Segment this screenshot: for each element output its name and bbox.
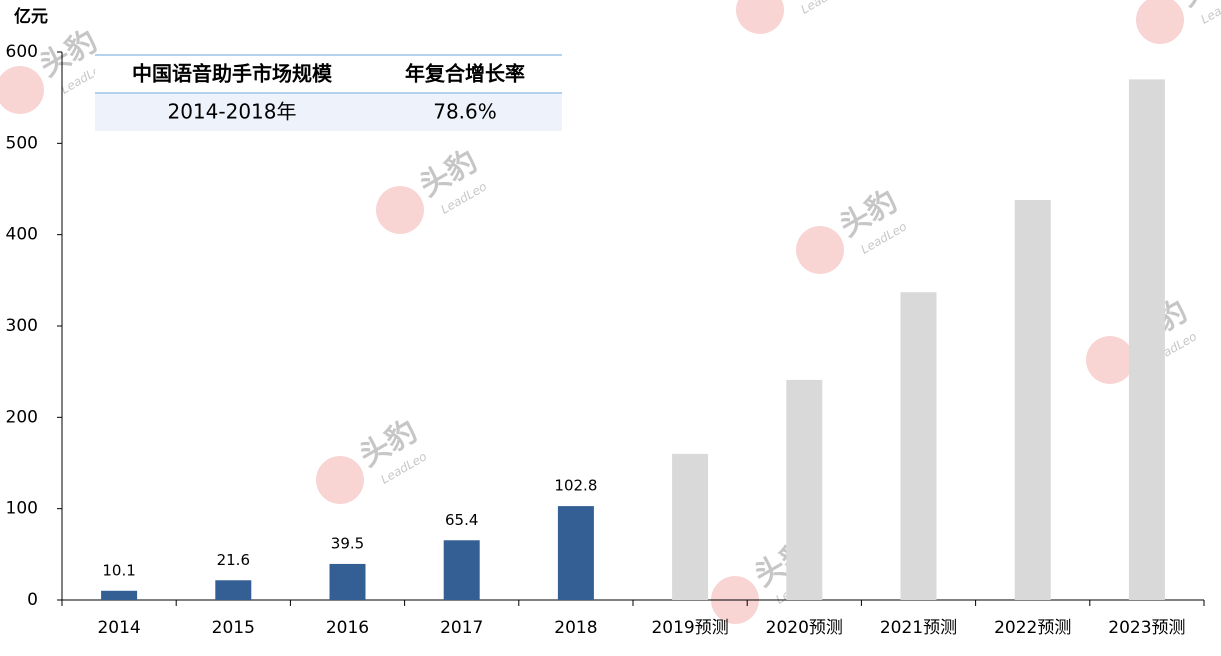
bar <box>443 540 480 600</box>
table-row-bg <box>95 93 562 131</box>
table-cell: 2014-2018年 <box>167 100 296 124</box>
table-header-bg <box>95 55 562 93</box>
y-tick-label: 400 <box>6 225 38 245</box>
bar <box>215 580 252 600</box>
x-tick-label: 2022预测 <box>994 618 1071 638</box>
table-header: 中国语音助手市场规模 <box>132 62 333 86</box>
bar <box>1014 199 1051 600</box>
table-cell: 78.6% <box>433 100 497 124</box>
x-tick-label: 2014 <box>97 618 140 638</box>
bar <box>557 506 594 600</box>
watermark-logo <box>1086 336 1134 384</box>
x-tick-label: 2023预测 <box>1108 618 1185 638</box>
y-tick-label: 500 <box>6 133 38 153</box>
watermark-logo <box>0 66 44 114</box>
y-tick-label: 0 <box>27 590 38 610</box>
watermark-logo <box>1136 0 1184 44</box>
bar <box>1128 79 1165 600</box>
y-tick-label: 200 <box>6 407 38 427</box>
y-axis-unit: 亿元 <box>14 6 48 27</box>
value-label: 10.1 <box>102 561 135 579</box>
watermark-logo <box>316 456 364 504</box>
x-tick-label: 2019预测 <box>651 618 728 638</box>
x-tick-label: 2020预测 <box>766 618 843 638</box>
bar <box>329 563 366 600</box>
bar <box>672 453 709 600</box>
value-label: 21.6 <box>217 551 250 569</box>
x-tick-label: 2018 <box>554 618 597 638</box>
bar <box>786 379 823 600</box>
bar <box>101 590 138 600</box>
x-tick-label: 2016 <box>326 618 369 638</box>
x-tick-label: 2017 <box>440 618 483 638</box>
watermark-logo <box>376 186 424 234</box>
bar <box>900 292 937 600</box>
x-tick-label: 2015 <box>212 618 255 638</box>
summary-table: 中国语音助手市场规模 年复合增长率 2014-2018年 78.6% <box>95 54 562 131</box>
y-tick-label: 600 <box>6 42 38 62</box>
x-tick-label: 2021预测 <box>880 618 957 638</box>
watermark-subtext: LeadLeo <box>798 0 849 17</box>
y-tick-label: 300 <box>6 316 38 336</box>
watermark-logo <box>796 226 844 274</box>
watermark-logo <box>736 0 784 34</box>
table-header: 年复合增长率 <box>405 62 525 86</box>
y-tick-label: 100 <box>6 499 38 519</box>
value-label: 39.5 <box>331 534 364 552</box>
value-label: 65.4 <box>445 511 478 529</box>
value-label: 102.8 <box>554 477 597 495</box>
